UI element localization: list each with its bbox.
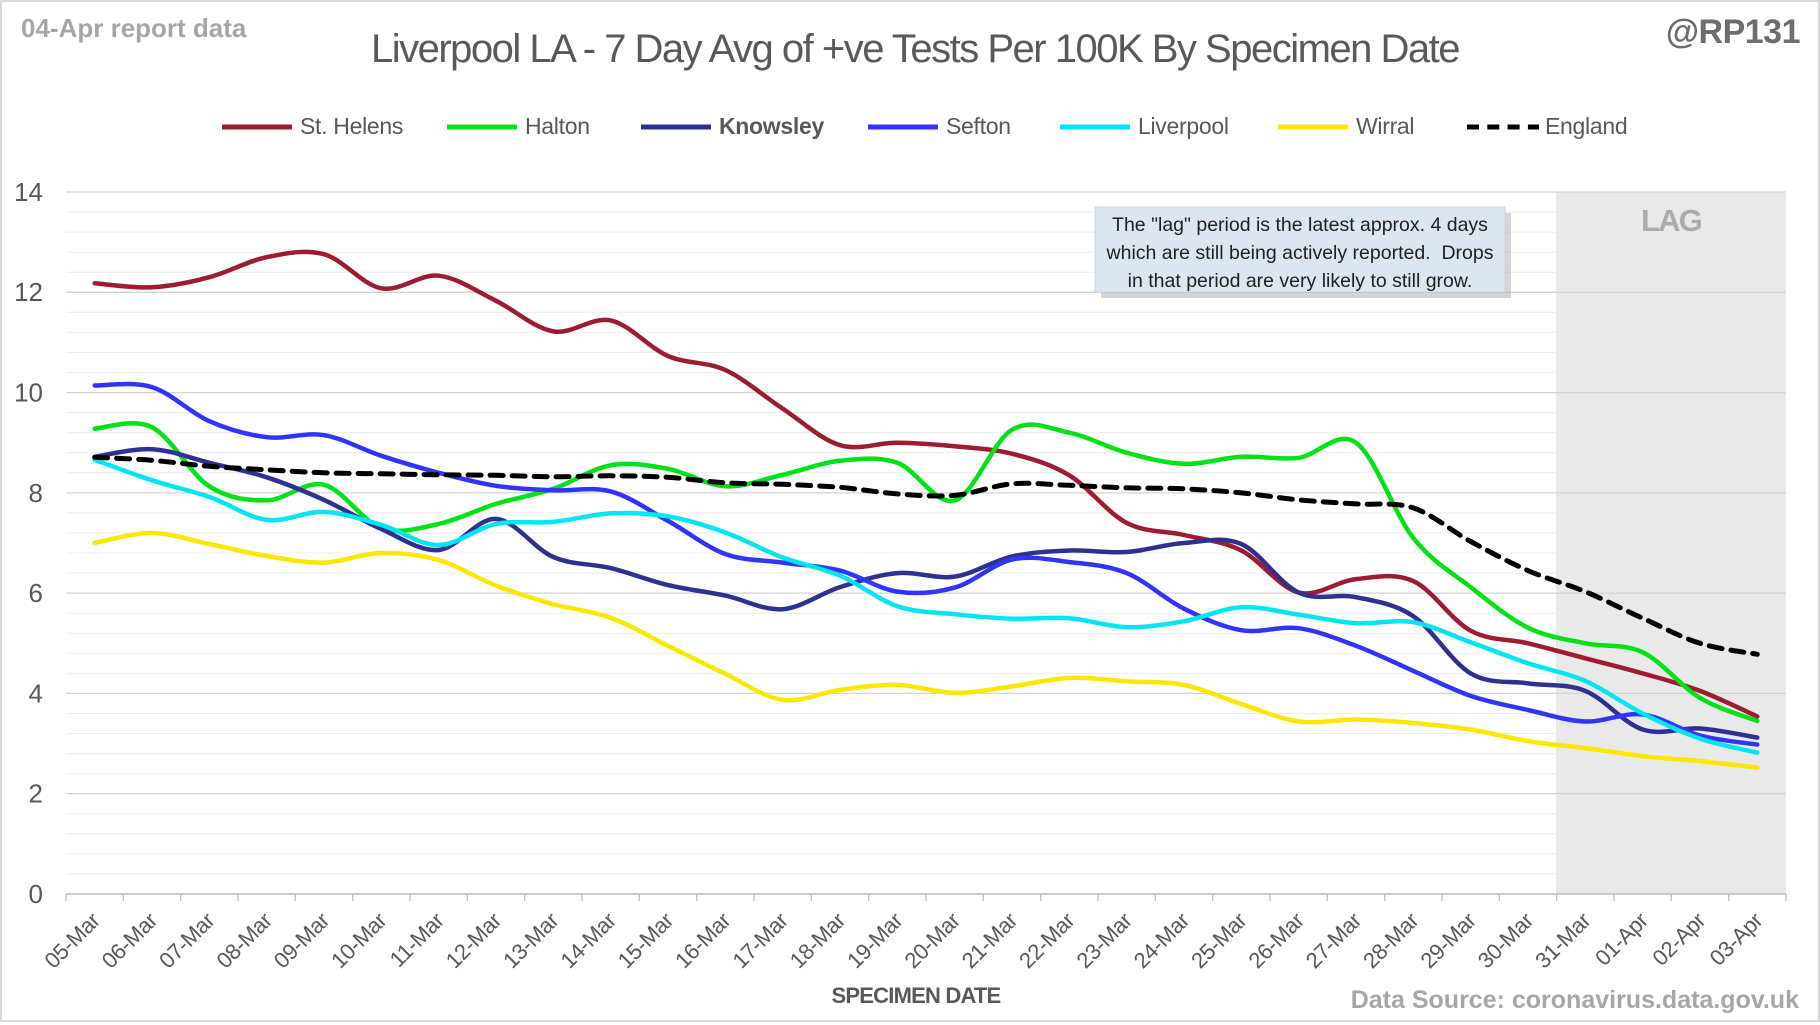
svg-text:03-Apr: 03-Apr — [1705, 908, 1768, 971]
svg-text:02-Apr: 02-Apr — [1647, 908, 1710, 971]
svg-text:St. Helens: St. Helens — [300, 113, 403, 139]
svg-text:07-Mar: 07-Mar — [154, 908, 219, 973]
svg-text:08-Mar: 08-Mar — [211, 908, 276, 973]
svg-text:LAG: LAG — [1641, 203, 1702, 238]
svg-text:15-Mar: 15-Mar — [613, 908, 678, 973]
svg-text:29-Mar: 29-Mar — [1415, 908, 1480, 973]
svg-text:30-Mar: 30-Mar — [1473, 908, 1538, 973]
svg-text:28-Mar: 28-Mar — [1358, 908, 1423, 973]
svg-text:21-Mar: 21-Mar — [957, 908, 1022, 973]
svg-text:27-Mar: 27-Mar — [1301, 908, 1366, 973]
svg-text:Data Source: coronavirus.data.: Data Source: coronavirus.data.gov.uk — [1351, 986, 1799, 1014]
svg-text:Halton: Halton — [525, 113, 590, 139]
svg-text:@RP131: @RP131 — [1666, 13, 1800, 51]
svg-text:13-Mar: 13-Mar — [498, 908, 563, 973]
svg-text:26-Mar: 26-Mar — [1243, 908, 1308, 973]
svg-text:8: 8 — [29, 478, 43, 508]
svg-text:SPECIMEN DATE: SPECIMEN DATE — [832, 983, 1001, 1008]
svg-text:Liverpool: Liverpool — [1138, 113, 1229, 139]
svg-text:22-Mar: 22-Mar — [1014, 908, 1079, 973]
svg-text:01-Apr: 01-Apr — [1590, 908, 1653, 971]
svg-text:25-Mar: 25-Mar — [1186, 908, 1251, 973]
svg-text:10-Mar: 10-Mar — [326, 908, 391, 973]
svg-text:16-Mar: 16-Mar — [670, 908, 735, 973]
svg-text:12: 12 — [14, 277, 43, 307]
svg-text:17-Mar: 17-Mar — [727, 908, 792, 973]
svg-text:Liverpool LA - 7 Day Avg of +v: Liverpool LA - 7 Day Avg of +ve Tests Pe… — [371, 27, 1459, 71]
svg-text:2: 2 — [29, 779, 43, 809]
svg-text:England: England — [1545, 113, 1627, 139]
svg-text:The "lag" period is the latest: The "lag" period is the latest approx. 4… — [1112, 214, 1488, 236]
svg-text:09-Mar: 09-Mar — [269, 908, 334, 973]
svg-text:Wirral: Wirral — [1356, 113, 1414, 139]
svg-text:04-Apr report data: 04-Apr report data — [21, 13, 247, 43]
svg-text:11-Mar: 11-Mar — [385, 908, 449, 972]
svg-text:in that period are very likely: in that period are very likely to still … — [1128, 270, 1473, 292]
svg-text:10: 10 — [14, 377, 43, 407]
svg-text:20-Mar: 20-Mar — [899, 908, 964, 973]
svg-text:31-Mar: 31-Mar — [1530, 908, 1595, 973]
svg-text:14: 14 — [14, 177, 43, 207]
svg-text:19-Mar: 19-Mar — [842, 908, 907, 973]
svg-text:4: 4 — [29, 678, 43, 708]
svg-text:6: 6 — [29, 578, 43, 608]
svg-text:0: 0 — [29, 879, 43, 909]
svg-text:18-Mar: 18-Mar — [785, 908, 850, 973]
svg-text:Knowsley: Knowsley — [719, 113, 824, 139]
svg-text:which are still being actively: which are still being actively reported.… — [1106, 242, 1494, 264]
svg-text:24-Mar: 24-Mar — [1129, 908, 1194, 973]
svg-text:14-Mar: 14-Mar — [555, 908, 620, 973]
svg-text:23-Mar: 23-Mar — [1071, 908, 1136, 973]
svg-text:05-Mar: 05-Mar — [39, 908, 104, 973]
svg-text:12-Mar: 12-Mar — [441, 908, 506, 973]
svg-text:06-Mar: 06-Mar — [97, 908, 162, 973]
svg-text:Sefton: Sefton — [946, 113, 1011, 139]
